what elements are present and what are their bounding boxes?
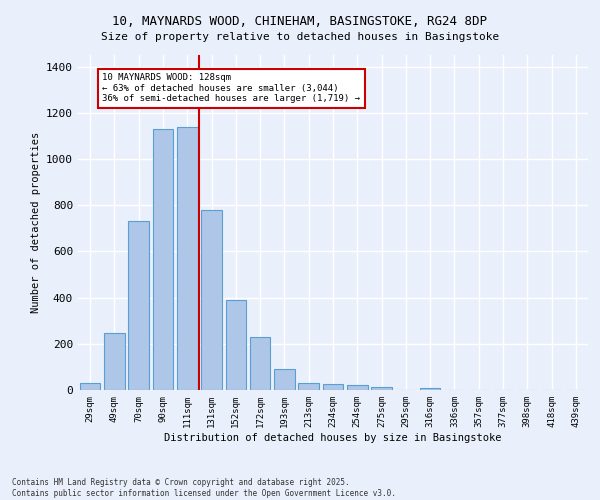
Bar <box>177 126 197 390</box>
Bar <box>420 388 440 390</box>
X-axis label: Distribution of detached houses by size in Basingstoke: Distribution of detached houses by size … <box>164 432 502 442</box>
Bar <box>274 369 295 390</box>
Bar <box>128 222 149 390</box>
Text: 10, MAYNARDS WOOD, CHINEHAM, BASINGSTOKE, RG24 8DP: 10, MAYNARDS WOOD, CHINEHAM, BASINGSTOKE… <box>113 15 487 28</box>
Bar <box>347 386 368 390</box>
Text: 10 MAYNARDS WOOD: 128sqm
← 63% of detached houses are smaller (3,044)
36% of sem: 10 MAYNARDS WOOD: 128sqm ← 63% of detach… <box>102 74 360 104</box>
Bar <box>152 129 173 390</box>
Bar <box>104 334 125 390</box>
Text: Size of property relative to detached houses in Basingstoke: Size of property relative to detached ho… <box>101 32 499 42</box>
Y-axis label: Number of detached properties: Number of detached properties <box>31 132 41 313</box>
Bar <box>371 386 392 390</box>
Bar <box>250 337 271 390</box>
Bar <box>298 383 319 390</box>
Bar <box>80 383 100 390</box>
Bar <box>323 384 343 390</box>
Bar <box>201 210 222 390</box>
Text: Contains HM Land Registry data © Crown copyright and database right 2025.
Contai: Contains HM Land Registry data © Crown c… <box>12 478 396 498</box>
Bar <box>226 300 246 390</box>
